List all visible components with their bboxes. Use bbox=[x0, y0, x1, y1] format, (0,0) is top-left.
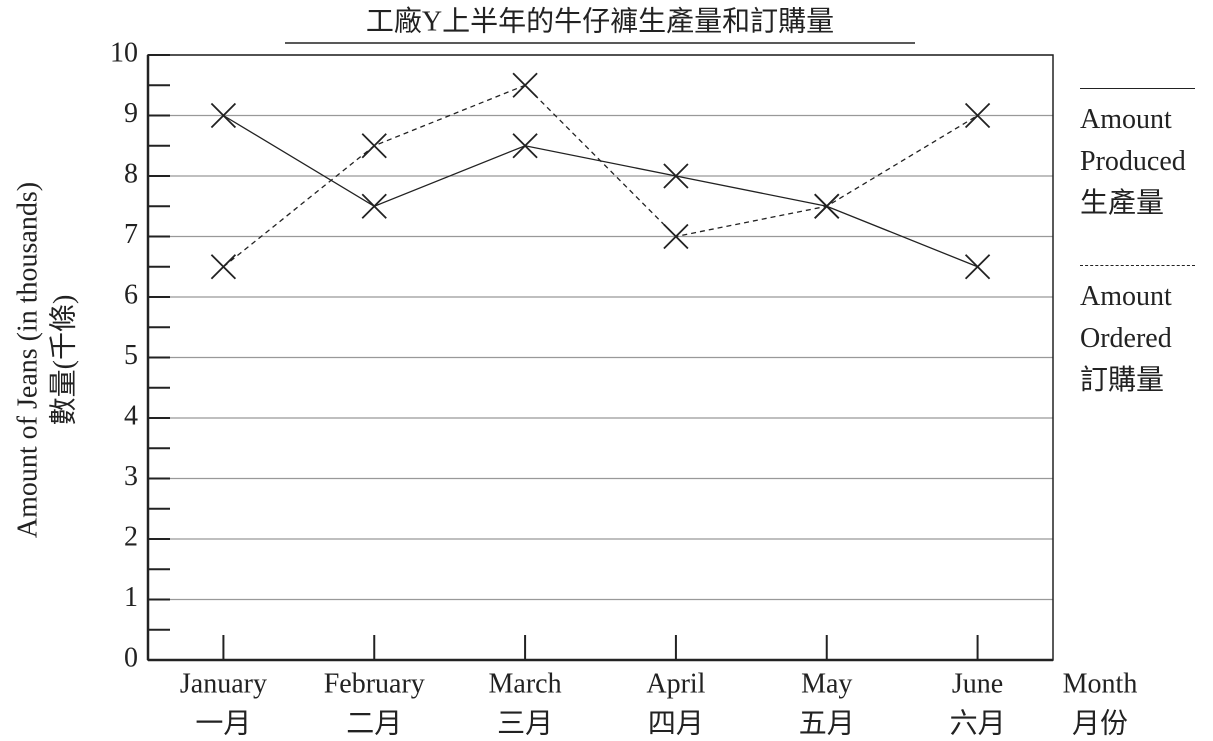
y-tick-label: 0 bbox=[124, 642, 138, 673]
legend-sample bbox=[1080, 265, 1195, 266]
chart-title: 工廠Y上半年的牛仔褲生產量和訂購量 bbox=[366, 5, 834, 37]
series-line bbox=[223, 84, 978, 268]
point-marker bbox=[663, 223, 689, 250]
legend-label: Amount Produced bbox=[1080, 104, 1186, 177]
point-marker bbox=[512, 133, 538, 159]
x-tick-label-zh: 六月 bbox=[950, 707, 1006, 739]
x-axis-label: Month bbox=[1063, 668, 1138, 699]
point-marker bbox=[814, 193, 840, 219]
legend-sample bbox=[1080, 88, 1195, 89]
y-tick-label: 6 bbox=[124, 279, 138, 310]
legend-item: Amount Ordered 訂購量 bbox=[1080, 265, 1210, 402]
x-tick-label-zh: 四月 bbox=[648, 708, 704, 739]
point-marker bbox=[361, 133, 387, 159]
y-tick-label: 7 bbox=[124, 219, 138, 250]
x-tick-label: May bbox=[801, 668, 852, 699]
x-tick-label: March bbox=[489, 668, 562, 699]
legend-item: Amount Produced 生產量 bbox=[1080, 88, 1210, 225]
y-tick-label: 4 bbox=[124, 400, 138, 431]
y-tick-label: 1 bbox=[124, 582, 138, 613]
legend: Amount Produced 生產量 Amount Ordered 訂購量 bbox=[1080, 88, 1210, 442]
y-tick-label: 9 bbox=[124, 98, 138, 129]
point-marker bbox=[663, 163, 689, 189]
point-marker bbox=[210, 102, 237, 129]
point-marker bbox=[512, 72, 538, 98]
x-tick-label-zh: 二月 bbox=[346, 708, 402, 739]
point-marker bbox=[361, 193, 387, 219]
point-marker bbox=[210, 254, 237, 280]
legend-label: 訂購量 bbox=[1080, 365, 1165, 396]
x-axis-label-zh: 月份 bbox=[1072, 707, 1128, 739]
y-axis-label-zh: 數量(千條) bbox=[47, 295, 79, 426]
y-axis-label: Amount of Jeans (in thousands) bbox=[12, 182, 43, 538]
y-tick-label: 2 bbox=[124, 521, 138, 552]
x-tick-label: June bbox=[952, 668, 1003, 699]
x-tick-label: January bbox=[180, 668, 267, 699]
y-tick-label: 5 bbox=[124, 340, 138, 371]
series-line bbox=[223, 114, 978, 268]
y-tick-label: 8 bbox=[124, 158, 138, 189]
x-tick-label: February bbox=[324, 668, 425, 699]
y-tick-label: 10 bbox=[110, 37, 138, 68]
x-tick-label: April bbox=[646, 668, 705, 699]
x-tick-label-zh: 一月 bbox=[195, 708, 251, 739]
point-marker bbox=[964, 102, 991, 129]
y-tick-label: 3 bbox=[124, 461, 138, 492]
point-marker bbox=[964, 254, 991, 280]
legend-label: Amount Ordered bbox=[1080, 281, 1172, 354]
x-tick-label-zh: 五月 bbox=[799, 708, 855, 739]
x-tick-label-zh: 三月 bbox=[497, 708, 553, 739]
legend-label: 生產量 bbox=[1080, 188, 1165, 219]
